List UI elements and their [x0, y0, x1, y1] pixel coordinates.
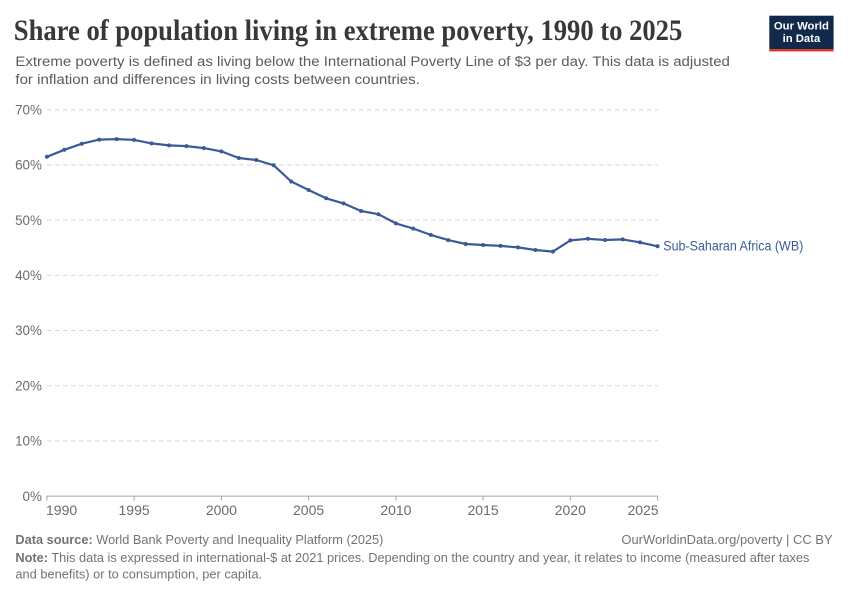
svg-text:2025: 2025	[627, 502, 658, 518]
svg-text:40%: 40%	[15, 268, 42, 283]
svg-text:Note: This data is expressed i: Note: This data is expressed in internat…	[15, 550, 809, 565]
svg-text:2015: 2015	[468, 502, 499, 518]
svg-text:Our World: Our World	[774, 21, 829, 33]
svg-text:70%: 70%	[15, 102, 42, 117]
svg-text:1995: 1995	[119, 502, 150, 518]
svg-text:2000: 2000	[206, 502, 237, 518]
svg-text:2005: 2005	[293, 502, 324, 518]
svg-text:Sub-Saharan Africa (WB): Sub-Saharan Africa (WB)	[663, 239, 803, 254]
svg-text:Share of population living in: Share of population living in extreme po…	[14, 15, 683, 47]
svg-text:20%: 20%	[15, 378, 42, 393]
svg-text:for inflation and differences: for inflation and differences in living …	[15, 72, 420, 88]
svg-text:30%: 30%	[15, 323, 42, 338]
svg-text:1990: 1990	[46, 502, 77, 518]
svg-text:OurWorldinData.org/poverty | C: OurWorldinData.org/poverty | CC BY	[621, 532, 833, 547]
svg-text:0%: 0%	[23, 489, 42, 504]
svg-text:in Data: in Data	[783, 33, 821, 45]
svg-text:2010: 2010	[380, 502, 411, 518]
svg-text:Data source: World Bank Povert: Data source: World Bank Poverty and Ineq…	[15, 532, 383, 547]
svg-text:50%: 50%	[15, 213, 42, 228]
svg-text:and benefits) or to consumptio: and benefits) or to consumption, per cap…	[15, 567, 262, 582]
svg-text:10%: 10%	[15, 434, 42, 449]
svg-text:2020: 2020	[555, 502, 586, 518]
svg-text:Extreme poverty is defined as: Extreme poverty is defined as living bel…	[15, 54, 730, 70]
svg-text:60%: 60%	[15, 158, 42, 173]
